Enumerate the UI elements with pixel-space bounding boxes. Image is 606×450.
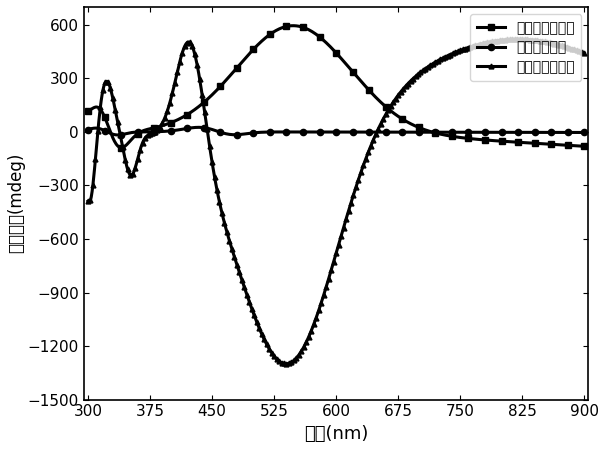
逆时针顺序镀膜 [481,40,488,46]
顺时针顺序镀膜 [116,144,123,150]
顺时针顺序镀膜 [84,109,92,114]
逆时针顺序镀膜 [116,128,123,134]
四个方向镀銀 [114,132,121,138]
逆时针顺序镀膜 [581,50,588,56]
四个方向镀銀 [195,125,202,130]
顺时针顺序镀膜 [481,137,488,143]
顺时针顺序镀膜 [249,48,256,53]
四个方向镀銀 [549,130,556,135]
顺时针顺序镀膜 [549,142,556,147]
X-axis label: 波长(nm): 波长(nm) [304,425,368,443]
四个方向镀銀 [481,130,488,135]
四个方向镀銀 [84,127,92,132]
顺时针顺序镀膜 [581,144,588,149]
顺时针顺序镀膜 [178,115,185,121]
逆时针顺序镀膜 [177,56,184,61]
顺时针顺序镀膜 [567,143,574,148]
四个方向镀銀 [116,132,124,138]
顺时针顺序镀膜 [290,23,297,28]
Line: 四个方向镀銀: 四个方向镀銀 [85,124,587,138]
四个方向镀銀 [178,127,185,132]
逆时针顺序镀膜 [283,361,290,366]
Y-axis label: 圆二色性(mdeg): 圆二色性(mdeg) [7,153,25,253]
Legend: 顺时针顺序镀膜, 四个方向镀銀, 逆时针顺序镀膜: 顺时针顺序镀膜, 四个方向镀銀, 逆时针顺序镀膜 [470,14,582,81]
四个方向镀銀 [567,130,574,135]
四个方向镀銀 [581,130,588,135]
Line: 顺时针顺序镀膜: 顺时针顺序镀膜 [85,22,587,151]
逆时针顺序镀膜 [248,306,255,311]
Line: 逆时针顺序镀膜: 逆时针顺序镀膜 [85,36,587,366]
四个方向镀銀 [250,130,257,135]
顺时针顺序镀膜 [118,145,125,150]
逆时针顺序镀膜 [514,36,522,42]
逆时针顺序镀膜 [549,40,556,46]
逆时针顺序镀膜 [84,198,92,204]
逆时针顺序镀膜 [567,45,574,51]
